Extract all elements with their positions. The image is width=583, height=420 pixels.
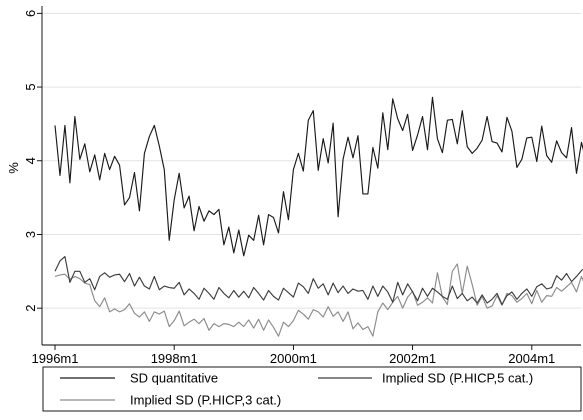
legend: SD quantitative Implied SD (P.HICP,5 cat… [42, 366, 582, 412]
x-tick-label: 2000m1 [270, 351, 317, 366]
y-tick-label: 5 [23, 83, 38, 90]
plot-frame [41, 6, 581, 346]
y-axis: 2 3 4 5 6 [23, 10, 42, 312]
x-tick-label: 2004m1 [508, 351, 555, 366]
grid-lines [42, 12, 581, 309]
series-line-1 [54, 255, 583, 306]
legend-label-sd-quantitative: SD quantitative [130, 371, 218, 386]
y-tick-label: 2 [23, 305, 38, 312]
legend-box [42, 366, 582, 412]
x-axis: 1996m11998m12000m12002m12004m12006m12008… [32, 345, 555, 366]
legend-label-implied-sd-5cat: Implied SD (P.HICP,5 cat.) [382, 371, 533, 386]
series-lines [54, 96, 583, 337]
legend-label-implied-sd-3cat: Implied SD (P.HICP,3 cat.) [130, 393, 281, 408]
y-axis-label: % [6, 162, 21, 174]
y-tick-label: 4 [23, 157, 38, 164]
x-tick-label: 1998m1 [151, 351, 198, 366]
x-tick-label: 1996m1 [32, 351, 79, 366]
series-line-0 [54, 96, 583, 257]
series-line-2 [54, 263, 583, 337]
y-tick-label: 6 [23, 10, 38, 17]
x-tick-label: 2002m1 [389, 351, 436, 366]
y-tick-label: 3 [23, 231, 38, 238]
